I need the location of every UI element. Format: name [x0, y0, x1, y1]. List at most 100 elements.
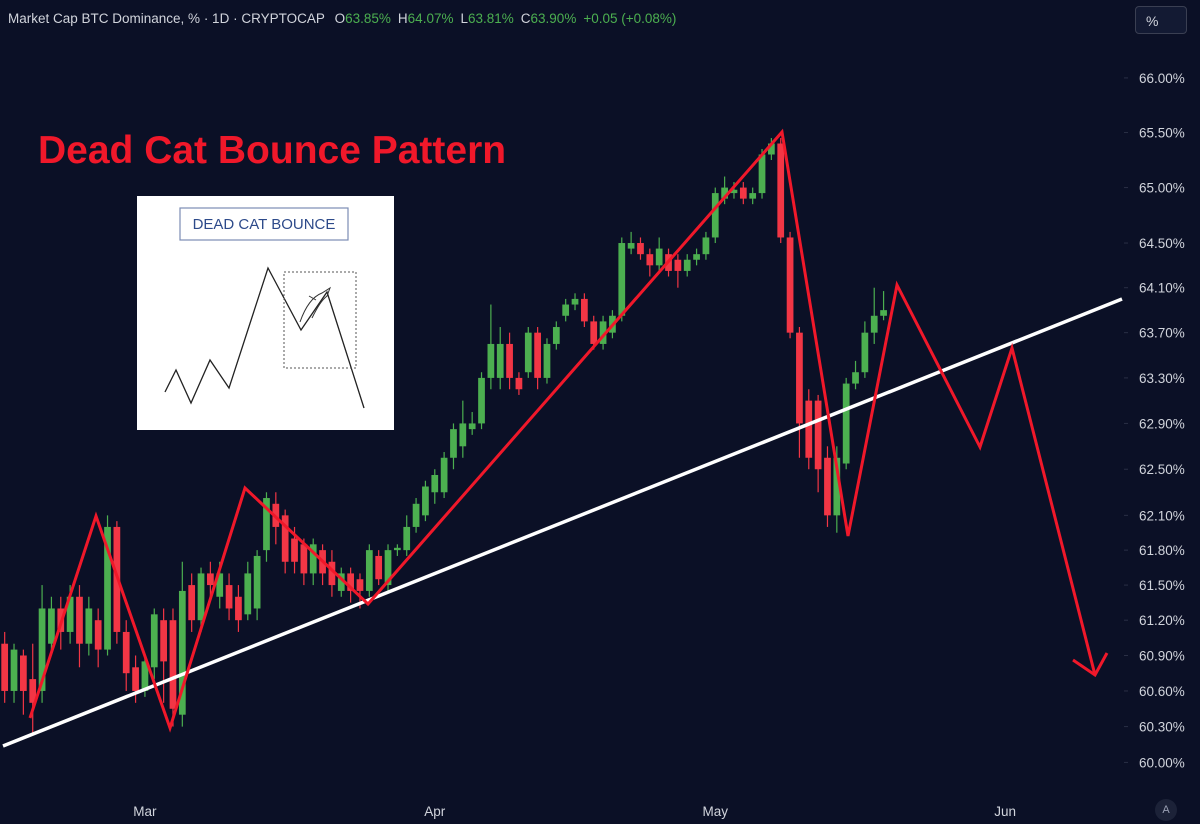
inset: DEAD CAT BOUNCE	[137, 196, 394, 430]
candle-body	[637, 243, 644, 255]
candle-body	[842, 383, 850, 464]
trend-line	[2, 297, 1123, 748]
y-tick-label: 65.50%	[1139, 126, 1185, 141]
candle-body	[618, 243, 626, 316]
candle-body	[833, 457, 841, 516]
y-tick-label: 63.70%	[1139, 326, 1185, 341]
ohlc-key: C	[520, 11, 531, 26]
candle-body	[693, 254, 700, 260]
candle-body	[777, 143, 785, 238]
ohlc-key: O	[334, 11, 346, 26]
candle-body	[749, 193, 757, 199]
candle-body	[197, 573, 205, 621]
candle-body	[552, 327, 560, 344]
ohlc-value: 63.85%	[345, 11, 391, 26]
ohlc-key: H	[397, 11, 408, 26]
y-axis: 66.00% 65.50% 65.00% 64.50% 64.10% 63.70% 63.3…	[1124, 71, 1185, 770]
candle-body	[132, 667, 139, 691]
candle-body	[796, 332, 803, 424]
candle-body	[309, 544, 317, 574]
x-tick-label: May	[703, 804, 729, 819]
candle-body	[590, 321, 598, 344]
x-axis: Mar Apr May Jun	[133, 804, 1016, 819]
candle-body	[440, 457, 448, 493]
candle-body	[702, 237, 710, 255]
candle-body	[244, 573, 252, 615]
candle-body	[824, 457, 831, 516]
candle-body	[646, 254, 654, 266]
candle-body	[38, 608, 46, 691]
candle-body	[384, 550, 392, 586]
candle-body	[178, 590, 186, 715]
candle-body	[543, 343, 551, 378]
candle-body	[29, 679, 37, 703]
candle-body	[66, 596, 74, 632]
y-tick-label: 66.00%	[1139, 71, 1185, 86]
y-tick-label: 63.30%	[1139, 371, 1185, 386]
candle-body	[1, 643, 9, 691]
candle-body	[291, 538, 298, 562]
candle-body	[403, 526, 411, 551]
candle-body	[347, 573, 354, 591]
y-tick-label: 62.90%	[1139, 416, 1185, 431]
candle-body	[861, 332, 869, 373]
candle-body	[870, 315, 878, 333]
candle-body	[76, 596, 83, 644]
candle-body	[328, 561, 336, 586]
pattern-path	[28, 128, 1097, 733]
inset-sketch	[164, 266, 365, 409]
candle-body	[375, 555, 383, 580]
y-tick-label: 61.80%	[1139, 543, 1185, 558]
candle-body	[524, 332, 532, 373]
annotation-title: Dead Cat Bounce Pattern	[38, 129, 506, 172]
candle-body	[431, 474, 439, 493]
candle-body	[721, 187, 728, 199]
candle-body	[122, 631, 130, 674]
candle-body	[571, 298, 579, 305]
candle-body	[235, 596, 242, 621]
candle-body	[20, 655, 27, 691]
y-tick-label: 64.50%	[1139, 236, 1185, 251]
inset-cat	[299, 286, 331, 323]
candle-body	[10, 649, 18, 691]
candle-body	[599, 321, 607, 344]
y-tick-label: 64.10%	[1139, 281, 1185, 296]
candle-body	[814, 400, 822, 470]
inset-title: DEAD CAT BOUNCE	[193, 216, 336, 233]
candle-body	[300, 544, 308, 574]
candle-body	[852, 372, 859, 384]
candle-body	[94, 620, 102, 650]
legend-header: Market Cap BTC Dominance, % · 1D · CRYPT…	[8, 11, 683, 26]
auto-scale-button[interactable]: A	[1155, 799, 1177, 821]
candle-body	[655, 248, 663, 266]
candle-body	[880, 310, 887, 316]
candle-body	[730, 189, 738, 194]
inset-title-box	[179, 207, 349, 241]
percent-button[interactable]: %	[1135, 6, 1187, 34]
candle-body	[496, 343, 504, 378]
candle-body	[478, 377, 485, 424]
y-tick-label: 60.00%	[1139, 755, 1185, 770]
candle-body	[562, 304, 570, 316]
candle-body	[786, 237, 794, 333]
ohlc-value: 64.07%	[407, 11, 454, 26]
candle-body	[459, 423, 467, 447]
candle-body	[225, 585, 233, 609]
candle-body	[534, 332, 541, 378]
ohlc-value: 63.90%	[530, 11, 577, 26]
x-tick-label: Jun	[994, 804, 1016, 819]
candle-body	[468, 423, 476, 430]
ohlc-key: L	[460, 11, 468, 26]
candle-body	[768, 143, 775, 155]
candle-body	[422, 486, 429, 516]
candle-body	[805, 400, 813, 458]
y-tick-label: 60.60%	[1139, 684, 1185, 699]
candle-body	[216, 573, 224, 597]
candle-body	[263, 498, 270, 551]
candle-body	[141, 661, 149, 691]
y-tick-label: 60.30%	[1139, 720, 1185, 735]
inset-highlight	[283, 271, 357, 369]
candle-body	[711, 193, 719, 238]
